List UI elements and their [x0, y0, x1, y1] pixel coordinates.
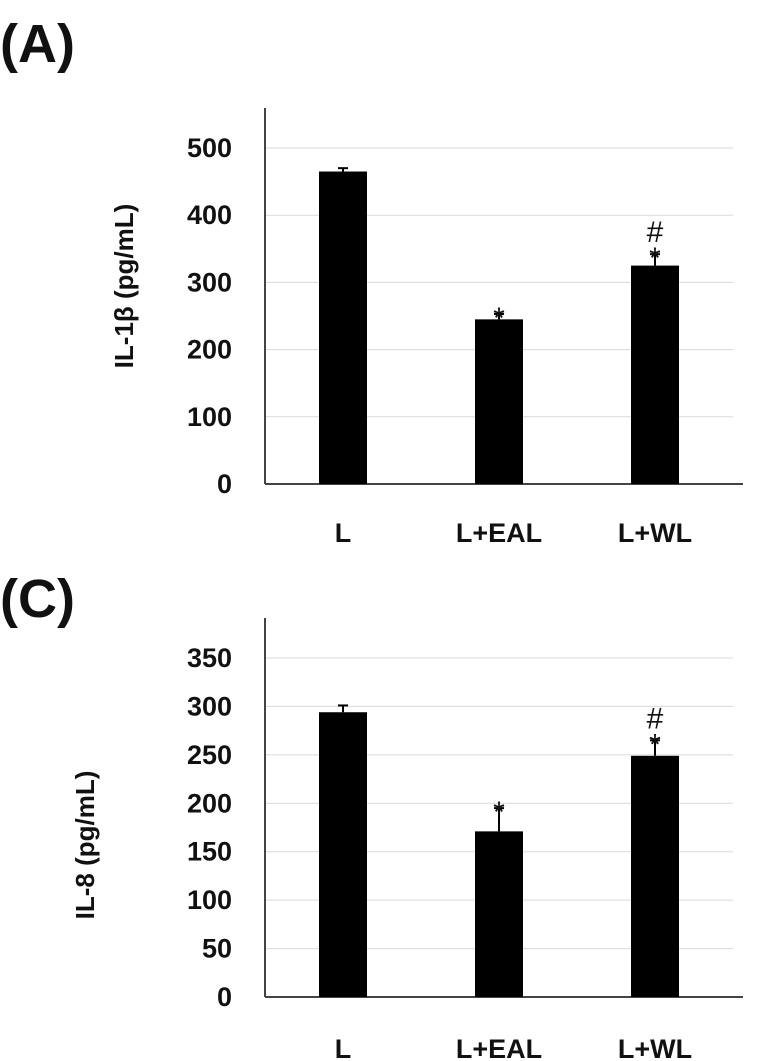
y-tick-label-il8-4: 200 — [187, 788, 232, 818]
bar-il8-2 — [631, 755, 679, 997]
asterisk-il1b-2: * — [649, 242, 661, 275]
asterisk-il8-1: * — [493, 796, 505, 829]
bar-il1b-1 — [475, 319, 523, 484]
y-tick-label-il8-5: 250 — [187, 740, 232, 770]
bar-il1b-2 — [631, 265, 679, 484]
panel-label-a: (A) — [0, 14, 75, 74]
y-tick-label-il8-3: 150 — [187, 837, 232, 867]
x-category-label-il1b-2: L+WL — [618, 518, 692, 548]
y-tick-label-il8-2: 100 — [187, 885, 232, 915]
y-axis-title-il8: IL-8 (pg/mL) — [70, 771, 100, 920]
y-tick-label-il8-1: 50 — [202, 934, 232, 964]
y-tick-label-il1b-0: 0 — [217, 469, 232, 499]
y-tick-label-il1b-5: 500 — [187, 133, 232, 163]
y-tick-label-il8-7: 350 — [187, 643, 232, 673]
asterisk-il1b-1: * — [493, 302, 505, 335]
bar-il8-1 — [475, 831, 523, 997]
y-tick-label-il8-0: 0 — [217, 982, 232, 1012]
x-category-label-il8-0: L — [335, 1034, 352, 1061]
hash-il1b-2: # — [647, 216, 664, 249]
y-tick-label-il8-6: 300 — [187, 691, 232, 721]
y-tick-label-il1b-1: 100 — [187, 402, 232, 432]
panel-label-c: (C) — [0, 569, 75, 629]
chart-il8: (C) IL-8 (pg/mL) 0 50 100 150 200 250 300 350 L *… — [0, 569, 743, 1061]
y-tick-label-il1b-3: 300 — [187, 267, 232, 297]
x-category-label-il1b-1: L+EAL — [456, 518, 542, 548]
y-axis-title-il1b: IL-1β (pg/mL) — [109, 204, 139, 369]
x-category-label-il8-1: L+EAL — [456, 1034, 542, 1061]
bar-il8-0 — [319, 712, 367, 997]
x-category-label-il1b-0: L — [335, 518, 352, 548]
y-tick-label-il1b-2: 200 — [187, 335, 232, 365]
asterisk-il8-2: * — [649, 728, 661, 761]
chart-il1b: (A) IL-1β (pg/mL) 0 100 200 300 400 500 L * L+EA… — [0, 14, 743, 548]
x-category-label-il8-2: L+WL — [618, 1034, 692, 1061]
hash-il8-2: # — [647, 702, 664, 735]
bar-il1b-0 — [319, 171, 367, 484]
y-tick-label-il1b-4: 400 — [187, 200, 232, 230]
